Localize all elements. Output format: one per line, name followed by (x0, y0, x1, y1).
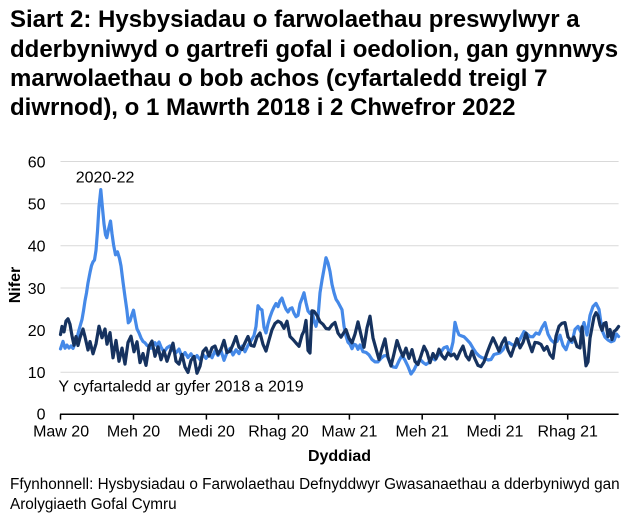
svg-text:Medi 21: Medi 21 (466, 424, 523, 441)
svg-text:10: 10 (28, 365, 46, 382)
svg-text:40: 40 (28, 239, 46, 256)
svg-text:Meh 21: Meh 21 (396, 424, 449, 441)
svg-text:Rhag 20: Rhag 20 (248, 424, 309, 441)
svg-text:30: 30 (28, 281, 46, 298)
svg-text:Medi 20: Medi 20 (178, 424, 235, 441)
svg-text:Meh 20: Meh 20 (107, 424, 160, 441)
svg-text:0: 0 (37, 406, 46, 423)
svg-text:Maw 21: Maw 21 (321, 424, 377, 441)
svg-text:60: 60 (28, 154, 46, 171)
svg-text:Y cyfartaledd ar gyfer 2018 a: Y cyfartaledd ar gyfer 2018 a 2019 (58, 379, 303, 396)
svg-text:Nifer: Nifer (7, 267, 24, 303)
svg-text:Rhag 21: Rhag 21 (537, 424, 598, 441)
svg-text:20: 20 (28, 323, 46, 340)
svg-text:2020-22: 2020-22 (76, 170, 135, 187)
svg-text:Dyddiad: Dyddiad (308, 448, 371, 465)
svg-text:Maw 20: Maw 20 (33, 424, 89, 441)
svg-text:50: 50 (28, 197, 46, 214)
